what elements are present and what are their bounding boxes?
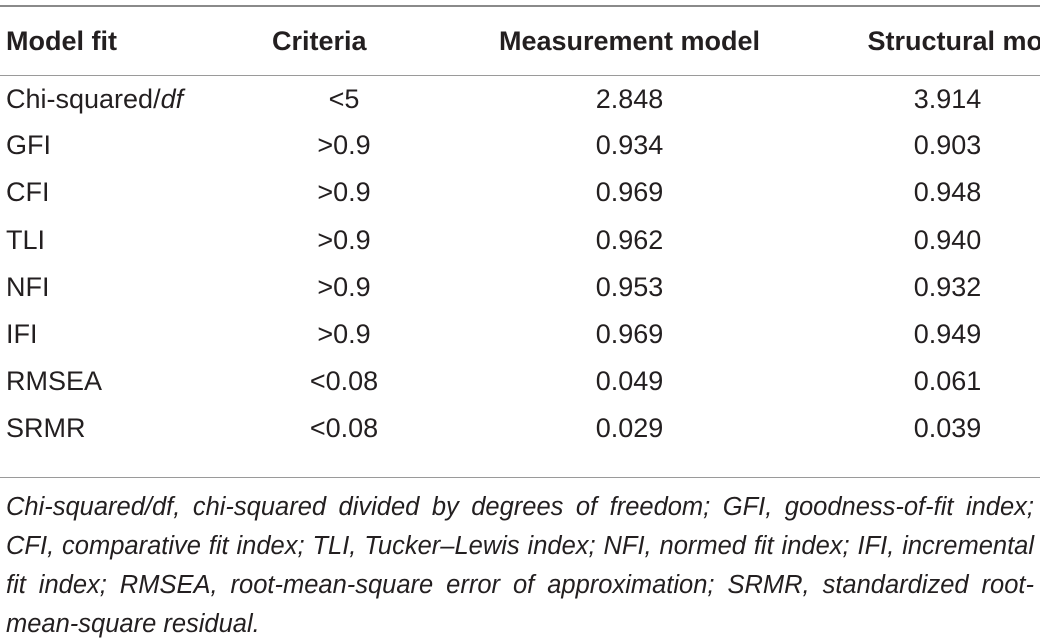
cell-model-fit: Chi-squared/df	[6, 84, 184, 115]
cell-measurement: 0.953	[595, 271, 664, 302]
cell-measurement: 0.969	[595, 177, 664, 208]
cell-model-fit: TLI	[6, 224, 46, 255]
header-structural-model: Structural model	[867, 25, 1040, 56]
table-footnote: Chi-squared/df, chi-squared divided by d…	[6, 493, 1034, 638]
cell-criteria: >0.9	[317, 271, 371, 302]
table-row: SRMR <0.08 0.029 0.039	[0, 405, 1040, 452]
cell-criteria: >0.9	[317, 224, 371, 255]
cell-measurement: 0.969	[595, 319, 664, 350]
cell-measurement: 0.029	[595, 413, 664, 444]
cell-measurement: 0.962	[595, 224, 664, 255]
cell-structural: 0.903	[913, 130, 982, 161]
cell-structural: 0.940	[913, 224, 982, 255]
cell-structural: 0.948	[913, 177, 982, 208]
cell-structural: 0.932	[913, 271, 982, 302]
cell-measurement: 0.934	[595, 130, 664, 161]
cell-model-fit: NFI	[6, 271, 50, 302]
cell-criteria: >0.9	[317, 130, 371, 161]
cell-model-fit: GFI	[6, 130, 51, 161]
cell-structural: 0.061	[913, 366, 982, 397]
header-row: Model fit Criteria Measurement model Str…	[0, 7, 1040, 75]
cell-criteria: <0.08	[309, 413, 379, 444]
table-row: Chi-squared/df <5 2.848 3.914	[0, 75, 1040, 122]
table-row: IFI >0.9 0.969 0.949	[0, 311, 1040, 358]
header-rule	[0, 75, 1040, 76]
bottom-rule	[0, 477, 1040, 478]
cell-measurement: 0.049	[595, 366, 664, 397]
table-row: RMSEA <0.08 0.049 0.061	[0, 358, 1040, 405]
cell-structural: 0.949	[913, 319, 982, 350]
cell-structural: 0.039	[913, 413, 982, 444]
table-row: CFI >0.9 0.969 0.948	[0, 169, 1040, 216]
cell-measurement: 2.848	[595, 84, 664, 115]
cell-structural: 3.914	[913, 84, 982, 115]
model-fit-table: Model fit Criteria Measurement model Str…	[0, 7, 1040, 453]
header-measurement-model: Measurement model	[498, 25, 761, 56]
top-rule	[0, 5, 1040, 7]
cell-criteria: >0.9	[317, 177, 371, 208]
table-row: GFI >0.9 0.934 0.903	[0, 122, 1040, 169]
cell-model-fit: IFI	[6, 319, 38, 350]
cell-model-fit: SRMR	[6, 413, 86, 444]
header-criteria: Criteria	[272, 25, 367, 56]
cell-criteria: >0.9	[317, 319, 371, 350]
cell-model-fit: RMSEA	[6, 366, 103, 397]
cell-model-fit: CFI	[6, 177, 50, 208]
table-row: NFI >0.9 0.953 0.932	[0, 264, 1040, 311]
table-row: TLI >0.9 0.962 0.940	[0, 217, 1040, 264]
header-model-fit: Model fit	[6, 25, 117, 56]
cell-criteria: <0.08	[309, 366, 379, 397]
cell-criteria: <5	[328, 84, 360, 115]
